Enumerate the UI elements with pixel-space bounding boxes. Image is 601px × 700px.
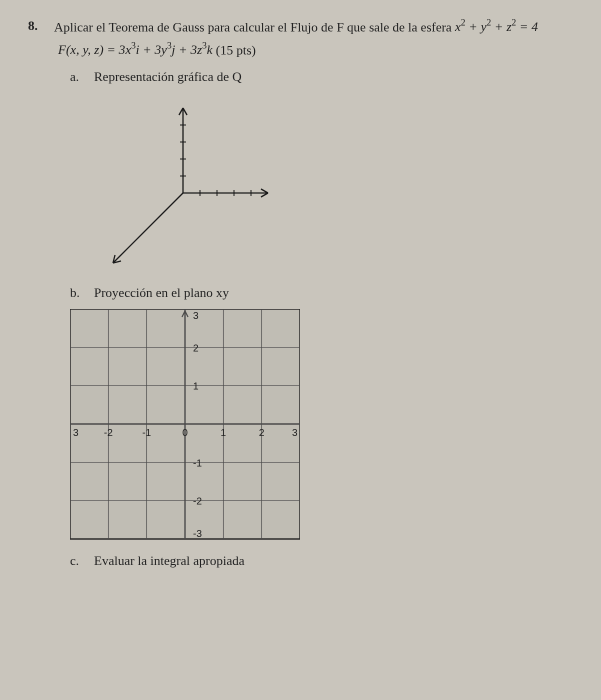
svg-text:-1: -1	[142, 428, 151, 439]
svg-text:3: 3	[292, 428, 298, 439]
question-line2: F(x, y, z) = 3x3i + 3y3j + 3z3k (15 pts)	[58, 41, 573, 60]
grid-2d-container: -2 -1 0 1 2 -2 -1 1 2 3 3 -3 3	[70, 309, 573, 541]
svg-text:-1: -1	[193, 458, 202, 469]
svg-text:2: 2	[193, 343, 199, 354]
svg-text:-2: -2	[104, 428, 113, 439]
svg-text:1: 1	[193, 382, 199, 393]
part-c-text: Evaluar la integral apropiada	[94, 553, 245, 569]
svg-text:3: 3	[73, 428, 79, 439]
question-text: Aplicar el Teorema de Gauss para calcula…	[54, 18, 573, 37]
axes-3d-container	[88, 93, 573, 273]
points-label: (15 pts)	[213, 42, 256, 57]
svg-text:-3: -3	[193, 529, 202, 540]
part-a-text: Representación gráfica de Q	[94, 69, 242, 85]
equation-sphere: x2 + y2 + z2 = 4	[455, 19, 538, 34]
part-c-letter: c.	[70, 553, 86, 569]
part-c-row: c. Evaluar la integral apropiada	[70, 553, 573, 569]
part-b-row: b. Proyección en el plano xy	[70, 285, 573, 301]
axes-3d-graph	[88, 93, 288, 273]
part-b-letter: b.	[70, 285, 86, 301]
svg-text:-2: -2	[193, 497, 202, 508]
part-a-row: a. Representación gráfica de Q	[70, 69, 573, 85]
question-number: 8.	[28, 18, 46, 37]
question-header: 8. Aplicar el Teorema de Gauss para calc…	[28, 18, 573, 37]
equation-field: F(x, y, z) = 3x3i + 3y3j + 3z3k	[58, 42, 213, 57]
part-a-letter: a.	[70, 69, 86, 85]
part-b-text: Proyección en el plano xy	[94, 285, 229, 301]
question-prefix: Aplicar el Teorema de Gauss para calcula…	[54, 19, 455, 34]
svg-text:0: 0	[182, 428, 188, 439]
svg-text:1: 1	[221, 428, 227, 439]
svg-text:3: 3	[193, 311, 199, 322]
svg-text:2: 2	[259, 428, 265, 439]
grid-2d-graph: -2 -1 0 1 2 -2 -1 1 2 3 3 -3 3	[70, 309, 300, 541]
